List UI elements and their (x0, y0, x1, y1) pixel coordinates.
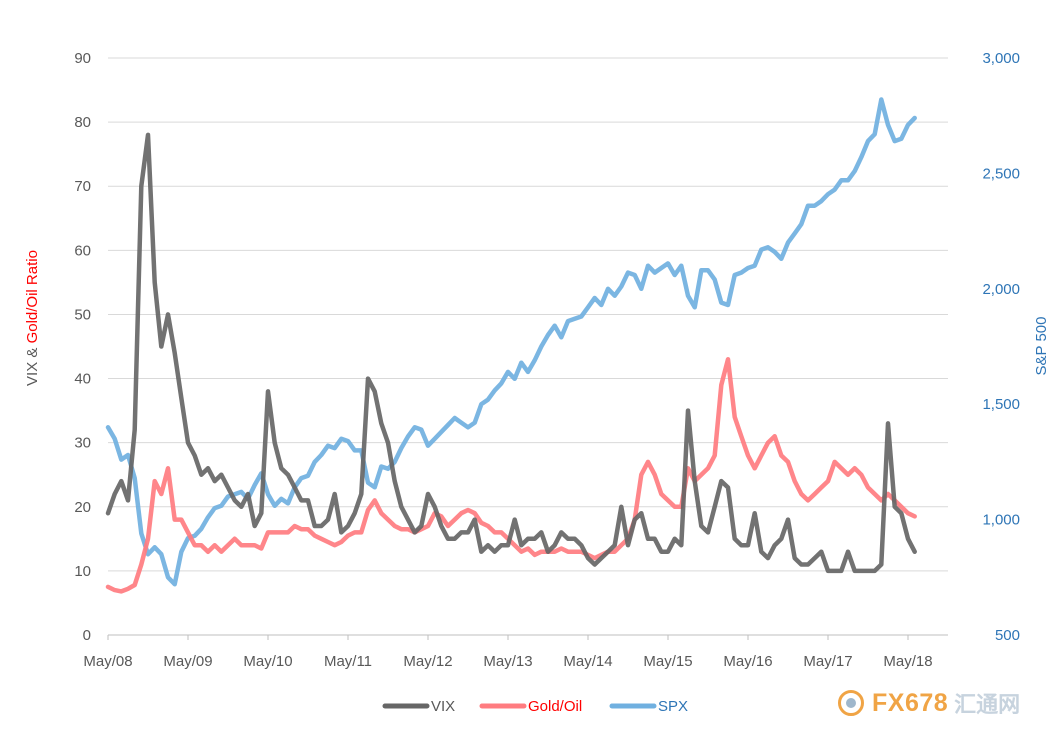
y-left-tick-label: 50 (74, 306, 91, 323)
y-right-tick-label: 2,500 (982, 165, 1020, 182)
legend-label-vix: VIX (431, 698, 455, 715)
watermark: FX678 汇通网 (838, 686, 1020, 720)
y-left-tick-label: 80 (74, 114, 91, 131)
y-left-tick-label: 20 (74, 499, 91, 516)
y-left-tick-label: 70 (74, 178, 91, 195)
series-line-vix (105, 132, 917, 574)
x-tick-label: May/11 (324, 653, 372, 670)
y-right-tick-label: 2,000 (982, 281, 1020, 298)
series-line-gold-oil (105, 357, 917, 594)
y-right-tick-label: 1,500 (982, 396, 1020, 413)
x-tick-label: May/08 (83, 653, 132, 670)
x-tick-label: May/17 (803, 653, 852, 670)
y-left-tick-label: 30 (74, 435, 91, 452)
x-tick-label: May/09 (163, 653, 212, 670)
x-tick-label: May/18 (883, 653, 932, 670)
y-left-tick-label: 0 (83, 627, 91, 644)
y-left-tick-label: 10 (74, 563, 91, 580)
y-right-axis-title: S&P 500 (1033, 317, 1050, 376)
legend: VIX Gold/Oil SPX (382, 698, 688, 715)
x-tick-label: May/12 (403, 653, 452, 670)
y-left-tick-labels: 0 10 20 30 40 50 60 70 80 90 (74, 50, 91, 644)
series-layer (105, 97, 917, 594)
x-tick-label: May/16 (723, 653, 772, 670)
y-left-tick-label: 60 (74, 242, 91, 259)
y-left-axis-title: VIX & Gold/Oil Ratio (24, 250, 41, 386)
watermark-brand: FX678 (872, 688, 949, 717)
watermark-chinese: 汇通网 (954, 693, 1021, 718)
x-tick-label: May/10 (243, 653, 292, 670)
y-left-tick-label: 40 (74, 371, 91, 388)
fx678-logo-icon (838, 690, 864, 716)
legend-label-gold-oil: Gold/Oil (528, 698, 582, 715)
gridlines (108, 57, 948, 572)
legend-label-spx: SPX (658, 698, 688, 715)
y-left-axis-title-prefix: VIX & (24, 343, 41, 386)
series-line-spx (105, 97, 917, 587)
x-tick-label: May/14 (563, 653, 612, 670)
y-right-tick-label: 1,000 (982, 512, 1020, 529)
y-right-tick-labels: 500 1,000 1,500 2,000 2,500 3,000 (982, 50, 1020, 644)
y-left-tick-label: 90 (74, 50, 91, 67)
x-tick-label: May/15 (643, 653, 692, 670)
y-right-tick-label: 500 (995, 627, 1020, 644)
y-left-axis-title-highlight: Gold/Oil Ratio (24, 250, 41, 343)
y-right-tick-label: 3,000 (982, 50, 1020, 67)
x-tick-label: May/13 (483, 653, 532, 670)
x-tick-labels: May/08 May/09 May/10 May/11 May/12 May/13 May/… (83, 635, 933, 670)
